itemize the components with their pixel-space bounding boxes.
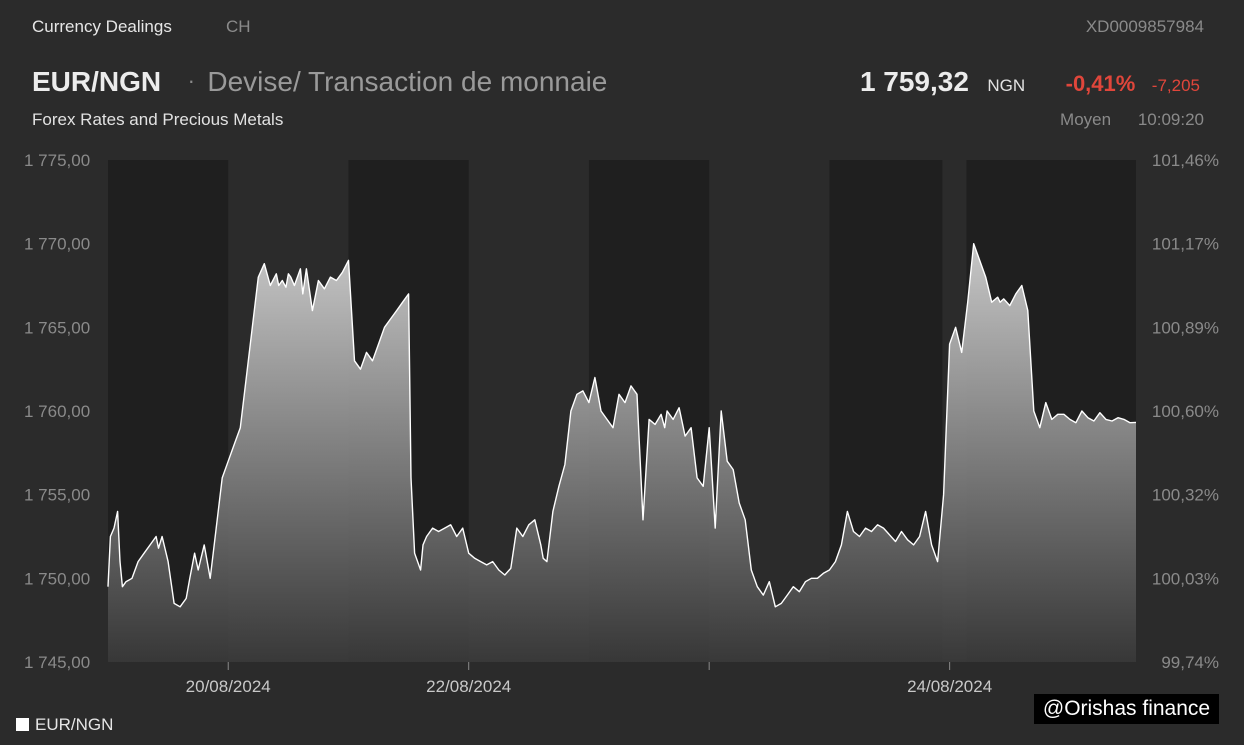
- change-absolute: -7,205: [1151, 76, 1200, 95]
- series-line-layer: [107, 243, 1137, 608]
- instrument-description: Devise/ Transaction de monnaie: [207, 66, 608, 97]
- country-label: CH: [226, 17, 251, 36]
- area-fill-layer: [108, 243, 1136, 662]
- title-row: EUR/NGN · Devise/ Transaction de monnaie: [32, 66, 607, 102]
- quote-time: 10:09:20: [1137, 110, 1204, 129]
- credit-watermark: @Orishas finance: [1034, 694, 1219, 724]
- x-tick-label: 24/08/2024: [907, 677, 992, 696]
- series-area-eur-ngn: [108, 243, 1136, 662]
- legend-label: EUR/NGN: [35, 715, 114, 734]
- y-tick-left-label: 1 765,00: [24, 318, 90, 337]
- change-percent: -0,41%: [1065, 71, 1136, 96]
- pair-title: EUR/NGN: [32, 66, 162, 97]
- legend-swatch: [16, 718, 29, 731]
- y-tick-right-label: 100,89%: [1152, 318, 1219, 337]
- y-tick-left-label: 1 760,00: [24, 402, 90, 421]
- y-tick-right-label: 99,74%: [1161, 653, 1219, 672]
- price-currency: NGN: [987, 76, 1026, 95]
- y-tick-right-label: 101,17%: [1152, 235, 1219, 254]
- y-tick-right-label: 100,32%: [1152, 486, 1219, 505]
- y-tick-right-label: 101,46%: [1152, 151, 1219, 170]
- isin-label: XD0009857984: [1085, 17, 1204, 36]
- y-tick-right-label: 100,03%: [1152, 569, 1219, 588]
- title-separator: ·: [187, 68, 195, 93]
- y-tick-left-label: 1 750,00: [24, 569, 90, 588]
- y-tick-left-label: 1 770,00: [24, 235, 90, 254]
- legend[interactable]: EUR/NGN: [16, 715, 113, 735]
- quote-block: 1 759,32 NGN -0,41% -7,205: [860, 66, 1200, 102]
- x-tick-label: 22/08/2024: [426, 677, 511, 696]
- price-chart[interactable]: 1 775,00 1 770,00 1 765,00 1 760,00 1 755,00…: [0, 140, 1244, 700]
- x-tick-label: 20/08/2024: [186, 677, 271, 696]
- top-bar: Currency Dealings CH XD0009857984: [32, 17, 1204, 39]
- series-line-eur-ngn[interactable]: [107, 243, 1137, 608]
- market-subtitle: Forex Rates and Precious Metals: [32, 110, 284, 129]
- y-tick-left-label: 1 755,00: [24, 486, 90, 505]
- y-tick-left-label: 1 745,00: [24, 653, 90, 672]
- last-price: 1 759,32: [859, 66, 969, 97]
- x-axis-labels: 20/08/2024 22/08/2024 24/08/2024: [186, 662, 992, 696]
- y-axis-labels: 1 775,00 1 770,00 1 765,00 1 760,00 1 755,00…: [24, 151, 1219, 672]
- y-tick-right-label: 100,60%: [1152, 402, 1219, 421]
- y-tick-left-label: 1 775,00: [24, 151, 90, 170]
- price-type: Moyen: [1060, 110, 1112, 129]
- quote-meta: Moyen 10:09:20: [1060, 110, 1204, 130]
- source-label: Currency Dealings: [32, 17, 172, 36]
